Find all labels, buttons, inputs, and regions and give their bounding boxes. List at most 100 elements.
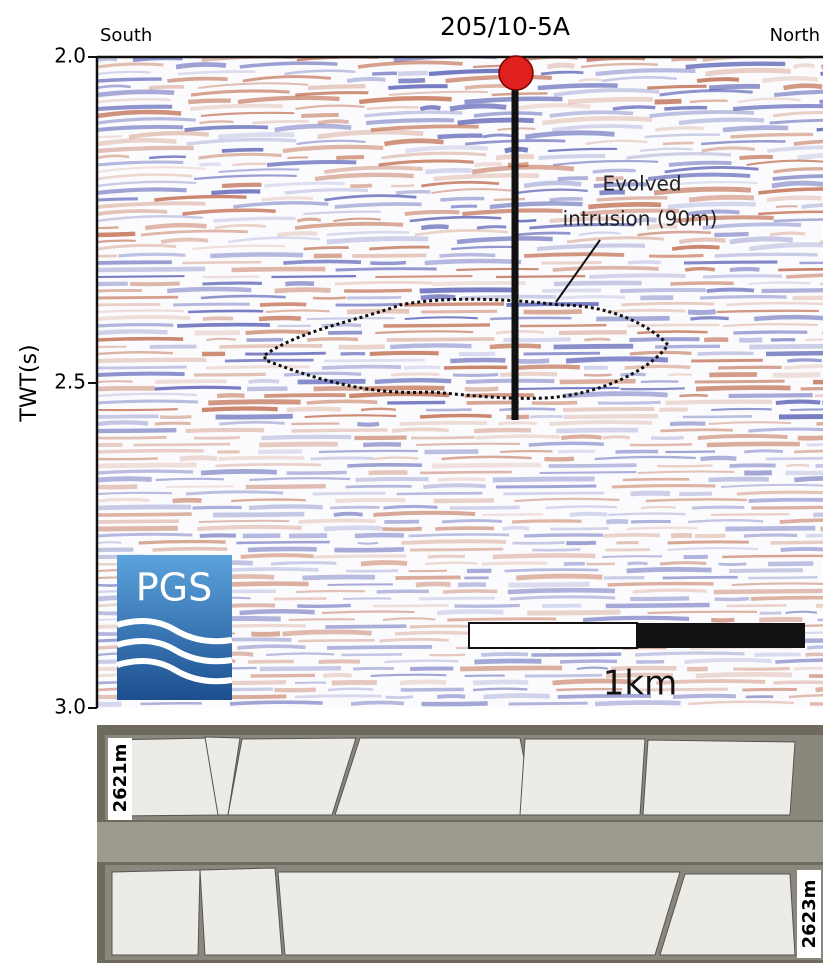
- seismic-reflector: [216, 464, 322, 466]
- seismic-reflector: [182, 262, 261, 263]
- seismic-reflector: [199, 521, 289, 522]
- seismic-reflector: [213, 514, 304, 515]
- seismic-reflector: [203, 318, 233, 319]
- seismic-reflector: [292, 430, 388, 431]
- scale-bar-black: [637, 623, 805, 648]
- seismic-reflector: [530, 416, 563, 417]
- seismic-reflector: [395, 632, 468, 634]
- seismic-reflector: [324, 528, 382, 529]
- seismic-reflector: [456, 269, 538, 270]
- seismic-reflector: [211, 191, 260, 193]
- scale-bar-white: [469, 623, 637, 648]
- seismic-reflector: [352, 255, 426, 256]
- seismic-reflector: [502, 528, 529, 529]
- seismic-reflector: [193, 507, 242, 508]
- seismic-reflector: [450, 360, 505, 361]
- seismic-reflector: [648, 612, 758, 613]
- seismic-reflector: [474, 661, 541, 662]
- seismic-reflector: [391, 374, 439, 375]
- seismic-reflector: [776, 402, 820, 403]
- seismic-reflector: [327, 647, 432, 648]
- seismic-reflector: [730, 465, 776, 466]
- seismic-reflector: [97, 59, 117, 60]
- seismic-reflector: [440, 199, 484, 200]
- seismic-reflector: [206, 339, 236, 340]
- seismic-reflector: [671, 535, 692, 536]
- seismic-reflector: [373, 513, 475, 515]
- seismic-reflector: [627, 569, 712, 571]
- seismic-reflector: [97, 374, 185, 375]
- seismic-reflector: [689, 197, 754, 200]
- seismic-reflector: [202, 408, 278, 410]
- seismic-reflector: [385, 697, 413, 698]
- seismic-reflector: [97, 339, 183, 340]
- seismic-reflector: [499, 409, 555, 410]
- seismic-reflector: [608, 584, 714, 585]
- seismic-reflector: [397, 493, 483, 494]
- seismic-reflector: [230, 702, 323, 704]
- seismic-reflector: [490, 318, 571, 319]
- seismic-reflector: [97, 409, 178, 410]
- seismic-reflector: [670, 423, 705, 424]
- seismic-reflector: [466, 381, 554, 382]
- seismic-reflector: [149, 157, 186, 158]
- seismic-reflector: [673, 696, 736, 697]
- seismic-reflector: [773, 682, 823, 683]
- seismic-reflector: [722, 556, 823, 557]
- seismic-reflector: [737, 492, 823, 494]
- seismic-reflector: [799, 262, 823, 263]
- seismic-reflector: [398, 80, 425, 81]
- seismic-reflector: [377, 591, 429, 592]
- seismic-reflector: [711, 514, 789, 515]
- seismic-reflector: [297, 219, 321, 221]
- seismic-reflector: [561, 436, 601, 438]
- seismic-reflector: [794, 65, 815, 67]
- seismic-reflector: [351, 702, 404, 704]
- seismic-reflector: [749, 346, 823, 347]
- seismic-reflector: [630, 444, 692, 445]
- seismic-reflector: [97, 542, 121, 543]
- seismic-reflector: [584, 375, 612, 376]
- seismic-reflector: [664, 108, 707, 109]
- seismic-reflector: [155, 423, 191, 424]
- seismic-reflector: [307, 339, 358, 340]
- seismic-reflector: [383, 325, 490, 326]
- seismic-reflector: [401, 689, 464, 690]
- seismic-reflector: [606, 521, 628, 522]
- seismic-reflector: [437, 611, 503, 613]
- seismic-reflector: [473, 689, 527, 690]
- seismic-reflector: [520, 325, 607, 326]
- seismic-reflector: [481, 654, 528, 655]
- seismic-reflector: [512, 521, 581, 522]
- seismic-reflector: [295, 696, 382, 697]
- seismic-reflector: [307, 318, 395, 319]
- seismic-reflector: [200, 535, 236, 536]
- seismic-reflector: [633, 590, 707, 592]
- seismic-reflector: [370, 353, 439, 354]
- seismic-reflector: [97, 528, 178, 529]
- seismic-reflector: [794, 478, 823, 480]
- seismic-reflector: [222, 150, 263, 151]
- seismic-reflector: [404, 304, 504, 305]
- seismic-reflector: [391, 185, 414, 186]
- seismic-reflector: [700, 297, 786, 298]
- seismic-reflector: [97, 704, 121, 705]
- seismic-reflector: [392, 429, 449, 431]
- seismic-reflector: [347, 79, 385, 81]
- seismic-reflector: [660, 430, 732, 431]
- seismic-reflector: [527, 612, 620, 613]
- seismic-reflector: [784, 86, 823, 88]
- seismic-reflector: [773, 375, 821, 376]
- tray-divider: [97, 822, 823, 862]
- seismic-reflector: [97, 416, 158, 417]
- seismic-reflector: [384, 661, 458, 662]
- title: 205/10-5A: [440, 12, 570, 41]
- seismic-reflector: [657, 465, 712, 466]
- seismic-reflector: [97, 276, 184, 277]
- seismic-reflector: [282, 632, 371, 634]
- seismic-reflector: [409, 534, 510, 536]
- seismic-reflector: [700, 458, 736, 459]
- seismic-reflector: [275, 290, 331, 291]
- seismic-reflector: [439, 255, 495, 256]
- seismic-reflector: [666, 402, 773, 403]
